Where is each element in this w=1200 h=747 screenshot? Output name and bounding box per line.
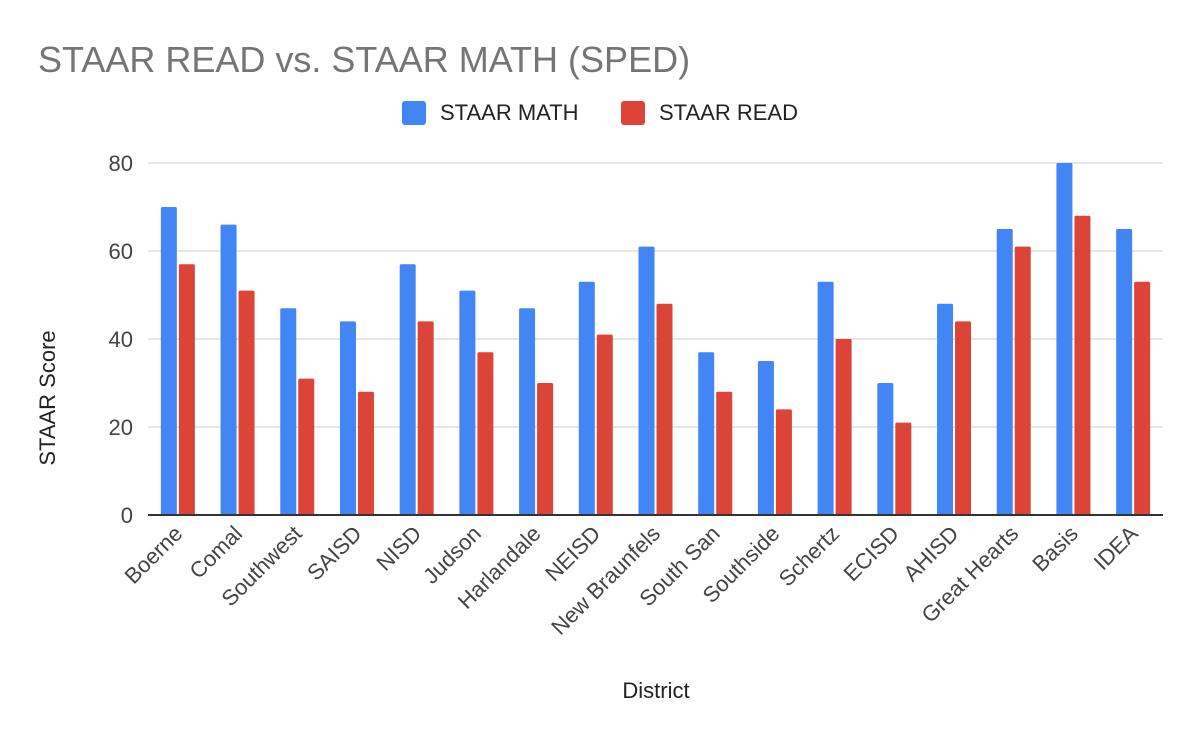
bar-read: [477, 352, 494, 515]
x-tick-label: Boerne: [120, 521, 188, 589]
bar-read: [955, 321, 972, 515]
bar-read: [895, 422, 912, 515]
x-tick-label: Basis: [1027, 521, 1083, 577]
legend-swatch-math: [402, 101, 426, 125]
bar-read: [537, 383, 554, 515]
x-axis-label: District: [622, 678, 689, 703]
x-tick-label: SAISD: [302, 521, 366, 585]
legend: STAAR MATH STAAR READ: [402, 100, 798, 125]
y-axis-ticks: 0 20 40 60 80: [109, 151, 133, 528]
bar-math: [817, 281, 834, 515]
bar-read: [775, 409, 792, 515]
bar-math: [1116, 229, 1133, 515]
bar-math: [996, 229, 1013, 515]
legend-swatch-read: [621, 101, 645, 125]
bar-math: [578, 281, 595, 515]
bars: [160, 163, 1151, 516]
x-tick-label: ECISD: [839, 521, 904, 586]
x-tick-label: NISD: [371, 521, 426, 576]
bar-math: [339, 321, 356, 515]
bar-read: [178, 264, 195, 515]
bar-read: [835, 339, 852, 515]
bar-read: [417, 321, 434, 515]
bar-read: [357, 391, 374, 515]
bar-read: [656, 303, 673, 515]
bar-math: [757, 361, 774, 515]
bar-math: [160, 207, 177, 515]
y-tick-label: 40: [109, 327, 133, 352]
y-tick-label: 80: [109, 151, 133, 176]
bar-math: [399, 264, 416, 515]
bar-read: [1134, 281, 1151, 515]
bar-math: [459, 290, 476, 515]
bar-math: [698, 352, 715, 515]
bar-read: [238, 290, 255, 515]
bar-math: [1056, 163, 1073, 515]
bar-read: [596, 334, 613, 515]
bar-read: [298, 378, 315, 515]
bar-math: [937, 303, 954, 515]
legend-label-read: STAAR READ: [659, 100, 798, 125]
bar-math: [877, 383, 894, 515]
bar-math: [220, 224, 237, 515]
bar-read: [1074, 215, 1091, 516]
bar-read: [1014, 246, 1031, 515]
x-tick-label: Schertz: [774, 521, 844, 591]
legend-label-math: STAAR MATH: [440, 100, 579, 125]
bar-math: [519, 308, 536, 515]
gridlines: [148, 162, 1163, 428]
bar-math: [638, 246, 655, 515]
x-tick-label: IDEA: [1089, 521, 1143, 575]
bar-read: [716, 391, 733, 515]
y-tick-label: 0: [121, 503, 133, 528]
y-axis-label: STAAR Score: [35, 330, 60, 465]
chart-title: STAAR READ vs. STAAR MATH (SPED): [38, 39, 690, 80]
y-tick-label: 20: [109, 415, 133, 440]
y-tick-label: 60: [109, 239, 133, 264]
bar-math: [280, 308, 297, 515]
